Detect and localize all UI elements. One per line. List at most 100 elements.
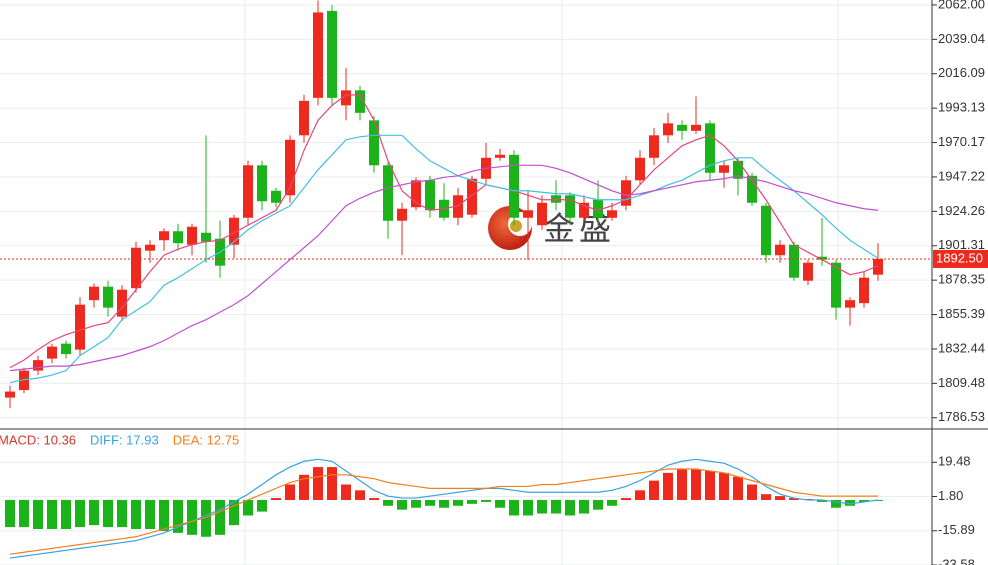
- candle-body: [803, 262, 813, 281]
- candle-body: [383, 165, 393, 221]
- macd-bar: [761, 494, 771, 500]
- ma-line: [9, 458, 879, 559]
- candle-body: [299, 100, 309, 136]
- candle-body: [733, 160, 743, 179]
- candle-body: [523, 210, 533, 218]
- macd-bar: [649, 480, 659, 500]
- y-tick-label: 2039.04: [938, 31, 985, 46]
- candle-body: [243, 165, 253, 218]
- candle-body: [369, 120, 379, 166]
- macd-bar: [243, 499, 253, 516]
- candle-body: [677, 124, 687, 131]
- candle-body: [159, 231, 169, 241]
- candle-body: [831, 262, 841, 308]
- macd-bar: [145, 499, 155, 530]
- y-tick-label: 2062.00: [938, 0, 985, 11]
- candle-body: [453, 195, 463, 218]
- candle-body: [775, 244, 785, 256]
- candle-body: [789, 244, 799, 278]
- candle-body: [313, 12, 323, 98]
- macd-bar: [635, 490, 645, 500]
- candle-body: [257, 165, 267, 202]
- macd-bar: [383, 499, 393, 506]
- logo-dot: [510, 220, 522, 232]
- y-tick-label: 1878.35: [938, 272, 985, 287]
- macd-bar: [775, 496, 785, 500]
- candle-body: [621, 180, 631, 206]
- y-tick-label: 1924.26: [938, 203, 985, 218]
- candle-body: [873, 258, 883, 275]
- macd-bar: [5, 499, 15, 528]
- y-tick-label: 1947.22: [938, 168, 985, 183]
- macd-bar: [229, 499, 239, 526]
- macd-bar: [89, 499, 99, 526]
- macd-bar: [593, 499, 603, 510]
- legend-text: MACD: 10.36: [0, 432, 76, 447]
- y-tick-label: -15.89: [938, 522, 975, 537]
- macd-bar: [117, 499, 127, 528]
- macd-bar: [19, 499, 29, 528]
- macd-bar: [131, 499, 141, 530]
- candle-body: [817, 256, 827, 260]
- candle-body: [271, 190, 281, 203]
- macd-bar: [677, 469, 687, 500]
- macd-bar: [33, 499, 43, 530]
- macd-bar: [747, 484, 757, 500]
- ma-line: [9, 164, 879, 372]
- macd-bar: [47, 499, 57, 530]
- candle-body: [75, 304, 85, 350]
- candle-body: [635, 157, 645, 181]
- candle-body: [565, 195, 575, 218]
- candle-body: [509, 154, 519, 218]
- candle-body: [103, 286, 113, 308]
- macd-bar: [537, 499, 547, 514]
- candle-body: [229, 217, 239, 245]
- candle-body: [719, 165, 729, 173]
- macd-bar: [159, 499, 169, 531]
- candle-body: [187, 226, 197, 245]
- macd-bar: [411, 499, 421, 508]
- candle-body: [607, 210, 617, 218]
- candle-body: [47, 346, 57, 359]
- macd-bar: [439, 499, 449, 508]
- ma-line: [9, 94, 879, 369]
- legend-text: DEA: 12.75: [173, 432, 240, 447]
- candle-body: [663, 123, 673, 136]
- macd-bar: [705, 470, 715, 500]
- y-tick-label: 1970.17: [938, 134, 985, 149]
- candle-body: [341, 90, 351, 106]
- macd-bar: [313, 467, 323, 500]
- macd-bar: [173, 499, 183, 533]
- candle-body: [19, 370, 29, 391]
- macd-bar: [495, 499, 505, 508]
- candle-body: [397, 208, 407, 221]
- macd-bar: [201, 499, 211, 537]
- macd-bar: [509, 499, 519, 516]
- y-tick-label: 2016.09: [938, 65, 985, 80]
- macd-bar: [75, 499, 85, 528]
- candle-body: [327, 10, 337, 98]
- macd-bar: [663, 472, 673, 500]
- macd-bar: [551, 499, 561, 514]
- ma-line: [9, 134, 879, 384]
- macd-bar: [817, 499, 827, 502]
- macd-bar: [467, 499, 477, 504]
- candle-body: [131, 247, 141, 289]
- macd-bar: [61, 499, 71, 530]
- y-tick-label: 1809.48: [938, 375, 985, 390]
- y-tick-label: 1901.31: [938, 237, 985, 252]
- y-tick-label: 1993.13: [938, 100, 985, 115]
- macd-bar: [369, 498, 379, 500]
- macd-bar: [789, 498, 799, 500]
- candle-body: [89, 286, 99, 301]
- candle-body: [5, 391, 15, 398]
- macd-bar: [355, 490, 365, 500]
- macd-bar: [831, 499, 841, 508]
- macd-bar: [859, 499, 869, 502]
- candle-body: [691, 124, 701, 131]
- candle-body: [593, 199, 603, 218]
- candle-body: [285, 139, 295, 196]
- macd-bar: [579, 499, 589, 514]
